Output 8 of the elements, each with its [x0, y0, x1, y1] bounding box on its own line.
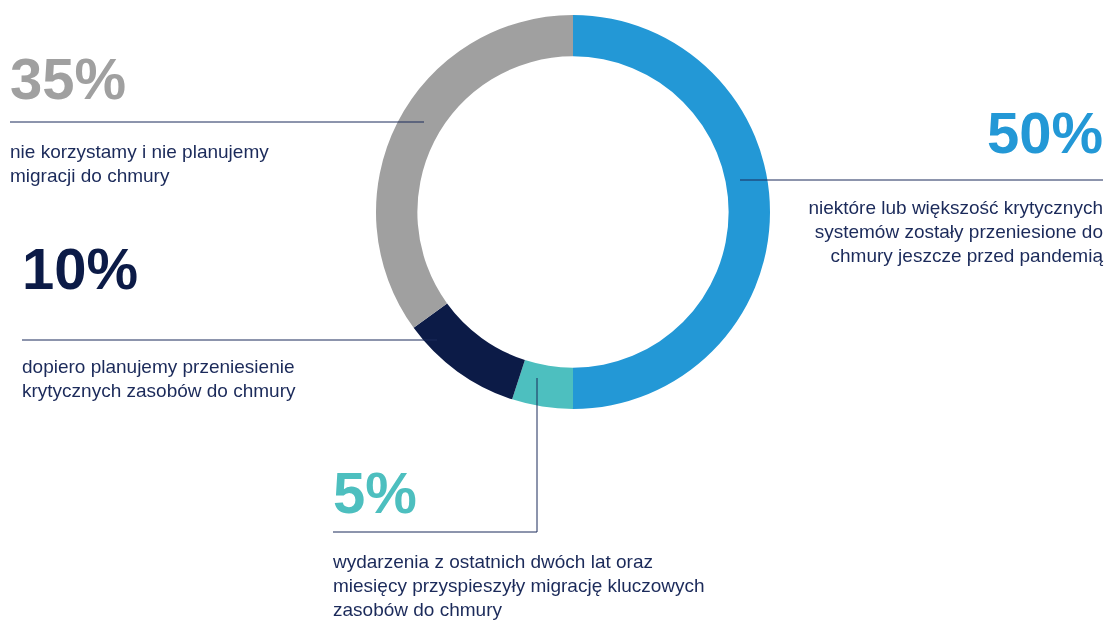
slice-label: dopiero planujemy przeniesienie krytycznych zasobów do chmury [22, 355, 297, 403]
data-label: 50% [986, 100, 1103, 166]
slice-label: niektóre lub większość krytycznych systemów zostały przeniesione do chmury jeszcze przed pandemią [807, 196, 1103, 268]
data-label: 5% [333, 460, 417, 526]
data-label: 10% [22, 236, 139, 302]
data-label: 35% [10, 46, 127, 112]
slice-label: nie korzystamy i nie planujemy migracji do chmury [10, 140, 270, 188]
slice-label: wydarzenia z ostatnich dwóch lat oraz miesięcy przyspieszyły migrację kluczowych zasobów do chmury [333, 550, 706, 621]
